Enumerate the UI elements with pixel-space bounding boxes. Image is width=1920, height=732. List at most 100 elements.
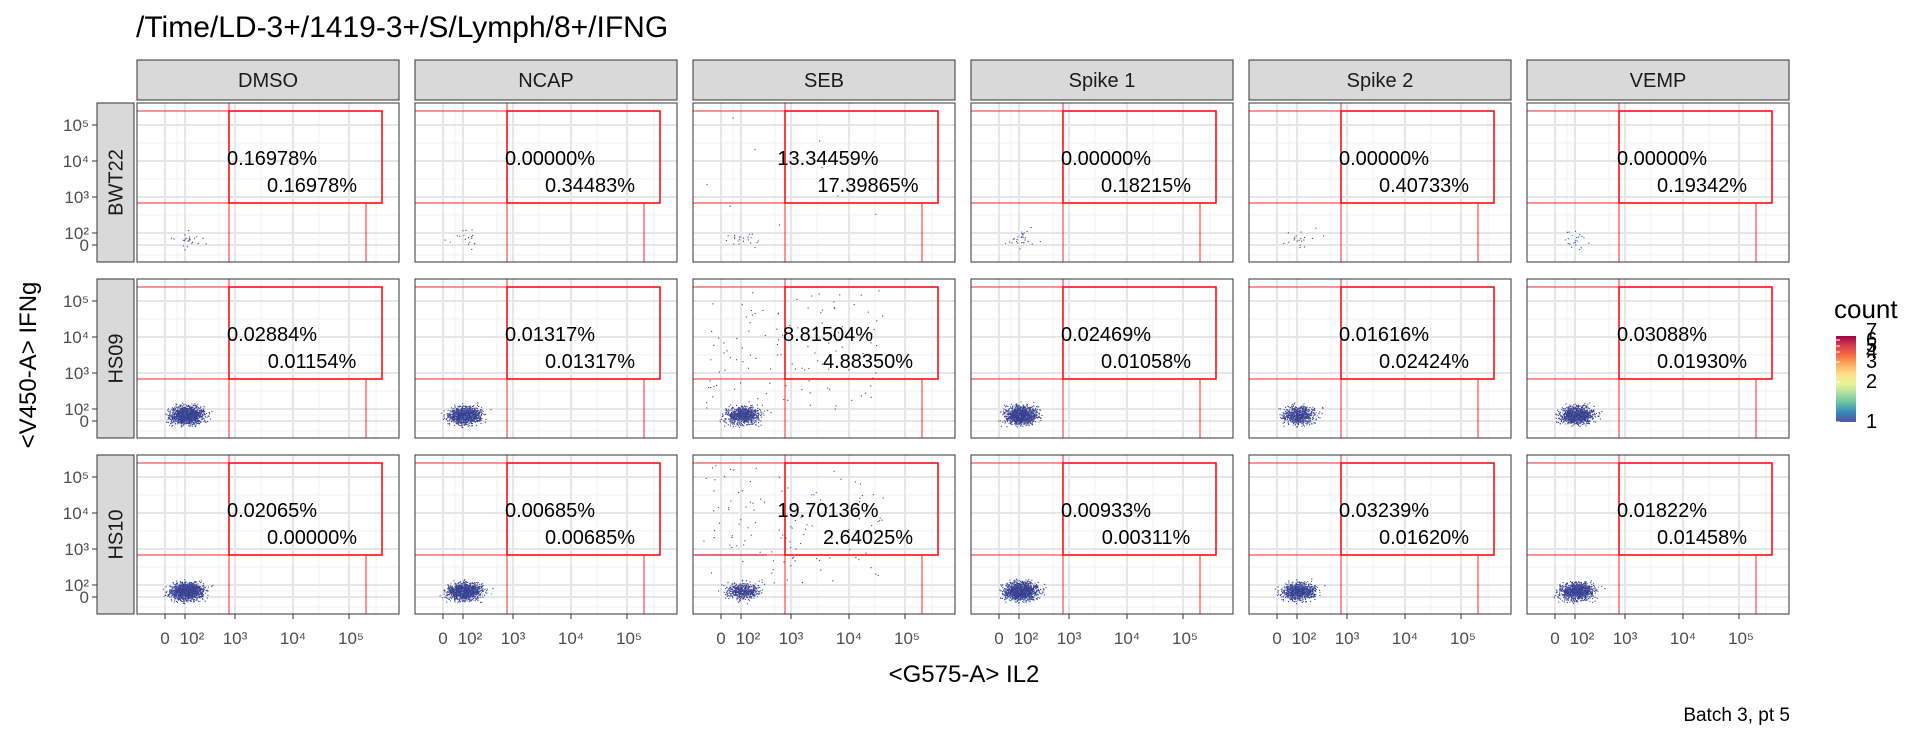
gate-percent-upper: 0.00000% bbox=[1339, 148, 1429, 170]
panel-border bbox=[692, 454, 956, 615]
panel: 13.34459% 17.39865% bbox=[692, 102, 956, 263]
panel: 0.00000% 0.19342% bbox=[1526, 102, 1790, 263]
row-strip-label: HS10 bbox=[106, 509, 128, 559]
panel: 0.00933% 0.00311% bbox=[970, 454, 1234, 615]
panel: 0.00000% 0.18215% bbox=[970, 102, 1234, 263]
column-strip-box bbox=[970, 59, 1234, 101]
x-tick-label: 0 bbox=[1272, 629, 1281, 648]
panel: 0.01317% 0.01317% bbox=[414, 278, 678, 439]
x-tick-label: 10³ bbox=[779, 629, 804, 648]
column-strip: NCAP bbox=[414, 59, 678, 101]
y-tick-label: 0 bbox=[80, 236, 89, 255]
panel-border bbox=[1248, 278, 1512, 439]
column-strip: SEB bbox=[692, 59, 956, 101]
x-tick-label: 10⁵ bbox=[338, 629, 364, 648]
gate-box bbox=[1340, 286, 1495, 380]
x-tick-label: 10² bbox=[1570, 629, 1595, 648]
gate-percent-lower: 2.64025% bbox=[823, 527, 913, 549]
cell-dots bbox=[165, 402, 213, 428]
panel: 0.02884% 0.01154% bbox=[136, 278, 400, 439]
panel-border bbox=[136, 278, 400, 439]
panel-background bbox=[137, 103, 399, 262]
column-strip-box bbox=[1526, 59, 1790, 101]
y-tick-label: 10⁴ bbox=[63, 328, 89, 347]
panel: 0.03088% 0.01930% bbox=[1526, 278, 1790, 439]
gate-percent-lower: 0.01458% bbox=[1657, 527, 1747, 549]
gate-percent-lower: 0.18215% bbox=[1101, 175, 1191, 197]
y-tick-label: 10⁵ bbox=[63, 468, 89, 487]
x-tick-label: 0 bbox=[994, 629, 1003, 648]
legend-label: 2 bbox=[1866, 371, 1877, 393]
cell-dots bbox=[1278, 402, 1324, 428]
x-tick-label: 10³ bbox=[501, 629, 526, 648]
panel: 0.01822% 0.01458% bbox=[1526, 454, 1790, 615]
panel-border bbox=[1248, 454, 1512, 615]
panel-background bbox=[1527, 103, 1789, 262]
y-tick-label: 10⁴ bbox=[63, 504, 89, 523]
cell-dots bbox=[170, 230, 207, 251]
column-strip-box bbox=[136, 59, 400, 101]
gate-percent-lower: 0.00000% bbox=[267, 527, 357, 549]
column-strip-box bbox=[414, 59, 678, 101]
gate-percent-upper: 0.00000% bbox=[1617, 148, 1707, 170]
gate-box bbox=[228, 462, 383, 556]
row-strip-box bbox=[96, 454, 135, 615]
panel-border bbox=[970, 454, 1234, 615]
x-tick-label: 0 bbox=[160, 629, 169, 648]
panel-border bbox=[414, 454, 678, 615]
x-tick-label: 10² bbox=[1292, 629, 1317, 648]
x-axis: 0 10² 10³ 10⁴ 10⁵ bbox=[994, 614, 1198, 648]
x-tick-label: 0 bbox=[716, 629, 725, 648]
gate-percent-upper: 19.70136% bbox=[777, 500, 878, 522]
panel-border bbox=[1526, 102, 1790, 263]
legend-colorbar bbox=[1836, 336, 1856, 422]
gate-percent-lower: 17.39865% bbox=[817, 175, 918, 197]
gate-box bbox=[506, 462, 661, 556]
panel-border bbox=[414, 278, 678, 439]
panel: 0.01616% 0.02424% bbox=[1248, 278, 1512, 439]
column-strip: VEMP bbox=[1526, 59, 1790, 101]
gate-percent-upper: 0.00933% bbox=[1061, 500, 1151, 522]
y-tick-label: 0 bbox=[80, 412, 89, 431]
panel: 0.03239% 0.01620% bbox=[1248, 454, 1512, 615]
cell-dots bbox=[1555, 402, 1603, 427]
panel: 0.16978% 0.16978% bbox=[136, 102, 400, 263]
y-tick-label: 10³ bbox=[64, 188, 89, 207]
panel-border bbox=[136, 102, 400, 263]
gate-percent-lower: 0.00685% bbox=[545, 527, 635, 549]
cell-dots bbox=[439, 579, 494, 603]
x-tick-label: 10³ bbox=[1057, 629, 1082, 648]
row-strip-label: HS09 bbox=[106, 333, 128, 383]
cell-dots bbox=[162, 579, 214, 605]
panel-border bbox=[414, 102, 678, 263]
gate-percent-upper: 0.03239% bbox=[1339, 500, 1429, 522]
gate-percent-upper: 0.00000% bbox=[1061, 148, 1151, 170]
panel-border bbox=[692, 102, 956, 263]
gate-percent-upper: 0.01822% bbox=[1617, 500, 1707, 522]
y-tick-label: 10⁵ bbox=[63, 292, 89, 311]
gate-box bbox=[1062, 110, 1217, 204]
gate-percent-upper: 0.16978% bbox=[227, 148, 317, 170]
gate-percent-upper: 0.02884% bbox=[227, 324, 317, 346]
panel: 0.00685% 0.00685% bbox=[414, 454, 678, 615]
row-strip-box bbox=[96, 102, 135, 263]
x-tick-label: 10² bbox=[180, 629, 205, 648]
x-axis: 0 10² 10³ 10⁴ 10⁵ bbox=[1550, 614, 1754, 648]
legend-label: 1 bbox=[1866, 411, 1877, 433]
gate-box bbox=[1340, 110, 1495, 204]
column-strip-label: NCAP bbox=[518, 70, 574, 92]
x-tick-label: 10⁵ bbox=[1728, 629, 1754, 648]
gate-box bbox=[1062, 286, 1217, 380]
panel: 19.70136% 2.64025% bbox=[692, 454, 956, 615]
gate-percent-upper: 0.00000% bbox=[505, 148, 595, 170]
cell-dots bbox=[1004, 227, 1041, 250]
column-strip-label: Spike 2 bbox=[1347, 70, 1414, 92]
x-axis: 0 10² 10³ 10⁴ 10⁵ bbox=[438, 614, 642, 648]
row-strip-label: BWT22 bbox=[106, 149, 128, 216]
gate-percent-upper: 0.01616% bbox=[1339, 324, 1429, 346]
cell-dots bbox=[703, 465, 884, 605]
